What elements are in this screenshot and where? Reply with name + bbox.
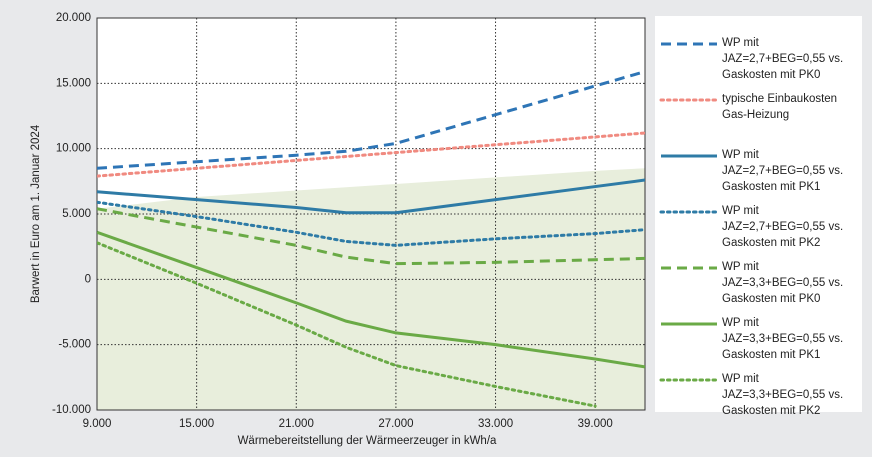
- y-tick-label: -10.000: [52, 404, 91, 416]
- legend-swatch-svg: [661, 154, 717, 158]
- legend-label: WP mit JAZ=3,3+BEG=0,55 vs. Gaskosten mi…: [722, 373, 844, 417]
- x-tick-label: 33.000: [478, 418, 513, 430]
- x-tick-label: 15.000: [179, 418, 214, 430]
- legend-entry: WP mit JAZ=2,7+BEG=0,55 vs. Gaskosten mi…: [655, 147, 862, 193]
- legend-swatch-svg: [661, 322, 717, 326]
- legend-swatch-svg: [661, 42, 717, 46]
- legend-label: WP mit JAZ=2,7+BEG=0,55 vs. Gaskosten mi…: [722, 205, 844, 249]
- legend-label: typische Einbaukosten Gas-Heizung: [722, 93, 838, 121]
- legend-entry: WP mit JAZ=3,3+BEG=0,55 vs. Gaskosten mi…: [655, 259, 862, 305]
- y-tick-label: 5.000: [62, 208, 91, 220]
- y-tick-label: -5.000: [58, 339, 91, 351]
- y-tick-label: 20.000: [56, 12, 91, 24]
- series-line: [97, 70, 645, 170]
- legend-label: WP mit JAZ=2,7+BEG=0,55 vs. Gaskosten mi…: [722, 37, 844, 81]
- legend-label: WP mit JAZ=3,3+BEG=0,55 vs. Gaskosten mi…: [722, 261, 844, 305]
- y-tick-label: 0: [85, 273, 91, 285]
- legend-entry: typische Einbaukosten Gas-Heizung: [655, 91, 862, 131]
- x-tick-label: 39.000: [578, 418, 613, 430]
- x-tick-label: 21.000: [279, 418, 314, 430]
- legend-label: WP mit JAZ=2,7+BEG=0,55 vs. Gaskosten mi…: [722, 149, 844, 193]
- legend-swatch-svg: [659, 378, 719, 382]
- series-line: [97, 200, 645, 247]
- area-layer: [97, 168, 645, 410]
- y-axis-label: Barwert in Euro am 1. Januar 2024: [30, 124, 42, 303]
- legend-entry: WP mit JAZ=2,7+BEG=0,55 vs. Gaskosten mi…: [655, 35, 862, 81]
- y-tick-label: 10.000: [56, 143, 91, 155]
- legend-label: WP mit JAZ=3,3+BEG=0,55 vs. Gaskosten mi…: [722, 317, 844, 361]
- series-line: [97, 241, 597, 408]
- plot-border: [96, 17, 646, 411]
- legend-entry: WP mit JAZ=3,3+BEG=0,55 vs. Gaskosten mi…: [655, 371, 862, 417]
- x-tick-label: 27.000: [378, 418, 413, 430]
- legend-swatch-svg: [659, 210, 719, 214]
- y-tick-label: 15.000: [56, 77, 91, 89]
- series-line: [97, 131, 645, 178]
- legend: WP mit JAZ=2,7+BEG=0,55 vs. Gaskosten mi…: [655, 16, 862, 417]
- x-axis-label: Wärmebereitstellung der Wärmeerzeuger in…: [238, 435, 497, 447]
- series-line: [97, 207, 645, 266]
- legend-swatch-svg: [659, 98, 719, 102]
- legend-swatch-svg: [661, 266, 717, 270]
- line-layer: [97, 70, 645, 408]
- x-tick-label: 9.000: [83, 418, 112, 430]
- shaded-area: [97, 168, 645, 410]
- series-line: [97, 178, 645, 215]
- legend-entry: WP mit JAZ=3,3+BEG=0,55 vs. Gaskosten mi…: [655, 315, 862, 361]
- legend-entry: WP mit JAZ=2,7+BEG=0,55 vs. Gaskosten mi…: [655, 203, 862, 249]
- series-line: [97, 230, 645, 369]
